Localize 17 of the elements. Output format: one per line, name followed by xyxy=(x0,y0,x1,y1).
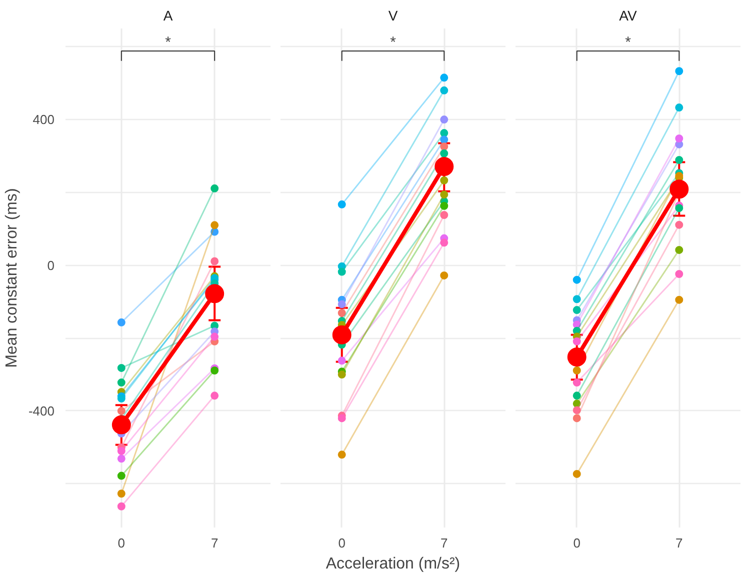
x-tick-label: 7 xyxy=(676,536,683,550)
annotation: * xyxy=(625,34,632,51)
x-axis-title: Acceleration (m/s²) xyxy=(326,556,460,572)
y-tick-label: 0 xyxy=(47,258,55,273)
chart-title: AV xyxy=(619,8,638,24)
x-tick-label: 7 xyxy=(440,536,448,550)
y-tick-label: -400 xyxy=(28,403,55,418)
annotation: * xyxy=(390,34,396,51)
chart-title: V xyxy=(388,8,398,24)
y-tick-label: 400 xyxy=(32,112,55,128)
x-tick-label: 0 xyxy=(573,536,580,550)
x-tick-label: 0 xyxy=(338,536,346,550)
x-tick-label: 7 xyxy=(210,536,218,550)
y-axis-title: Mean constant error (ms) xyxy=(3,188,20,368)
chart-title: A xyxy=(163,8,174,24)
x-tick-label: 0 xyxy=(118,536,126,550)
annotation: * xyxy=(165,34,172,51)
